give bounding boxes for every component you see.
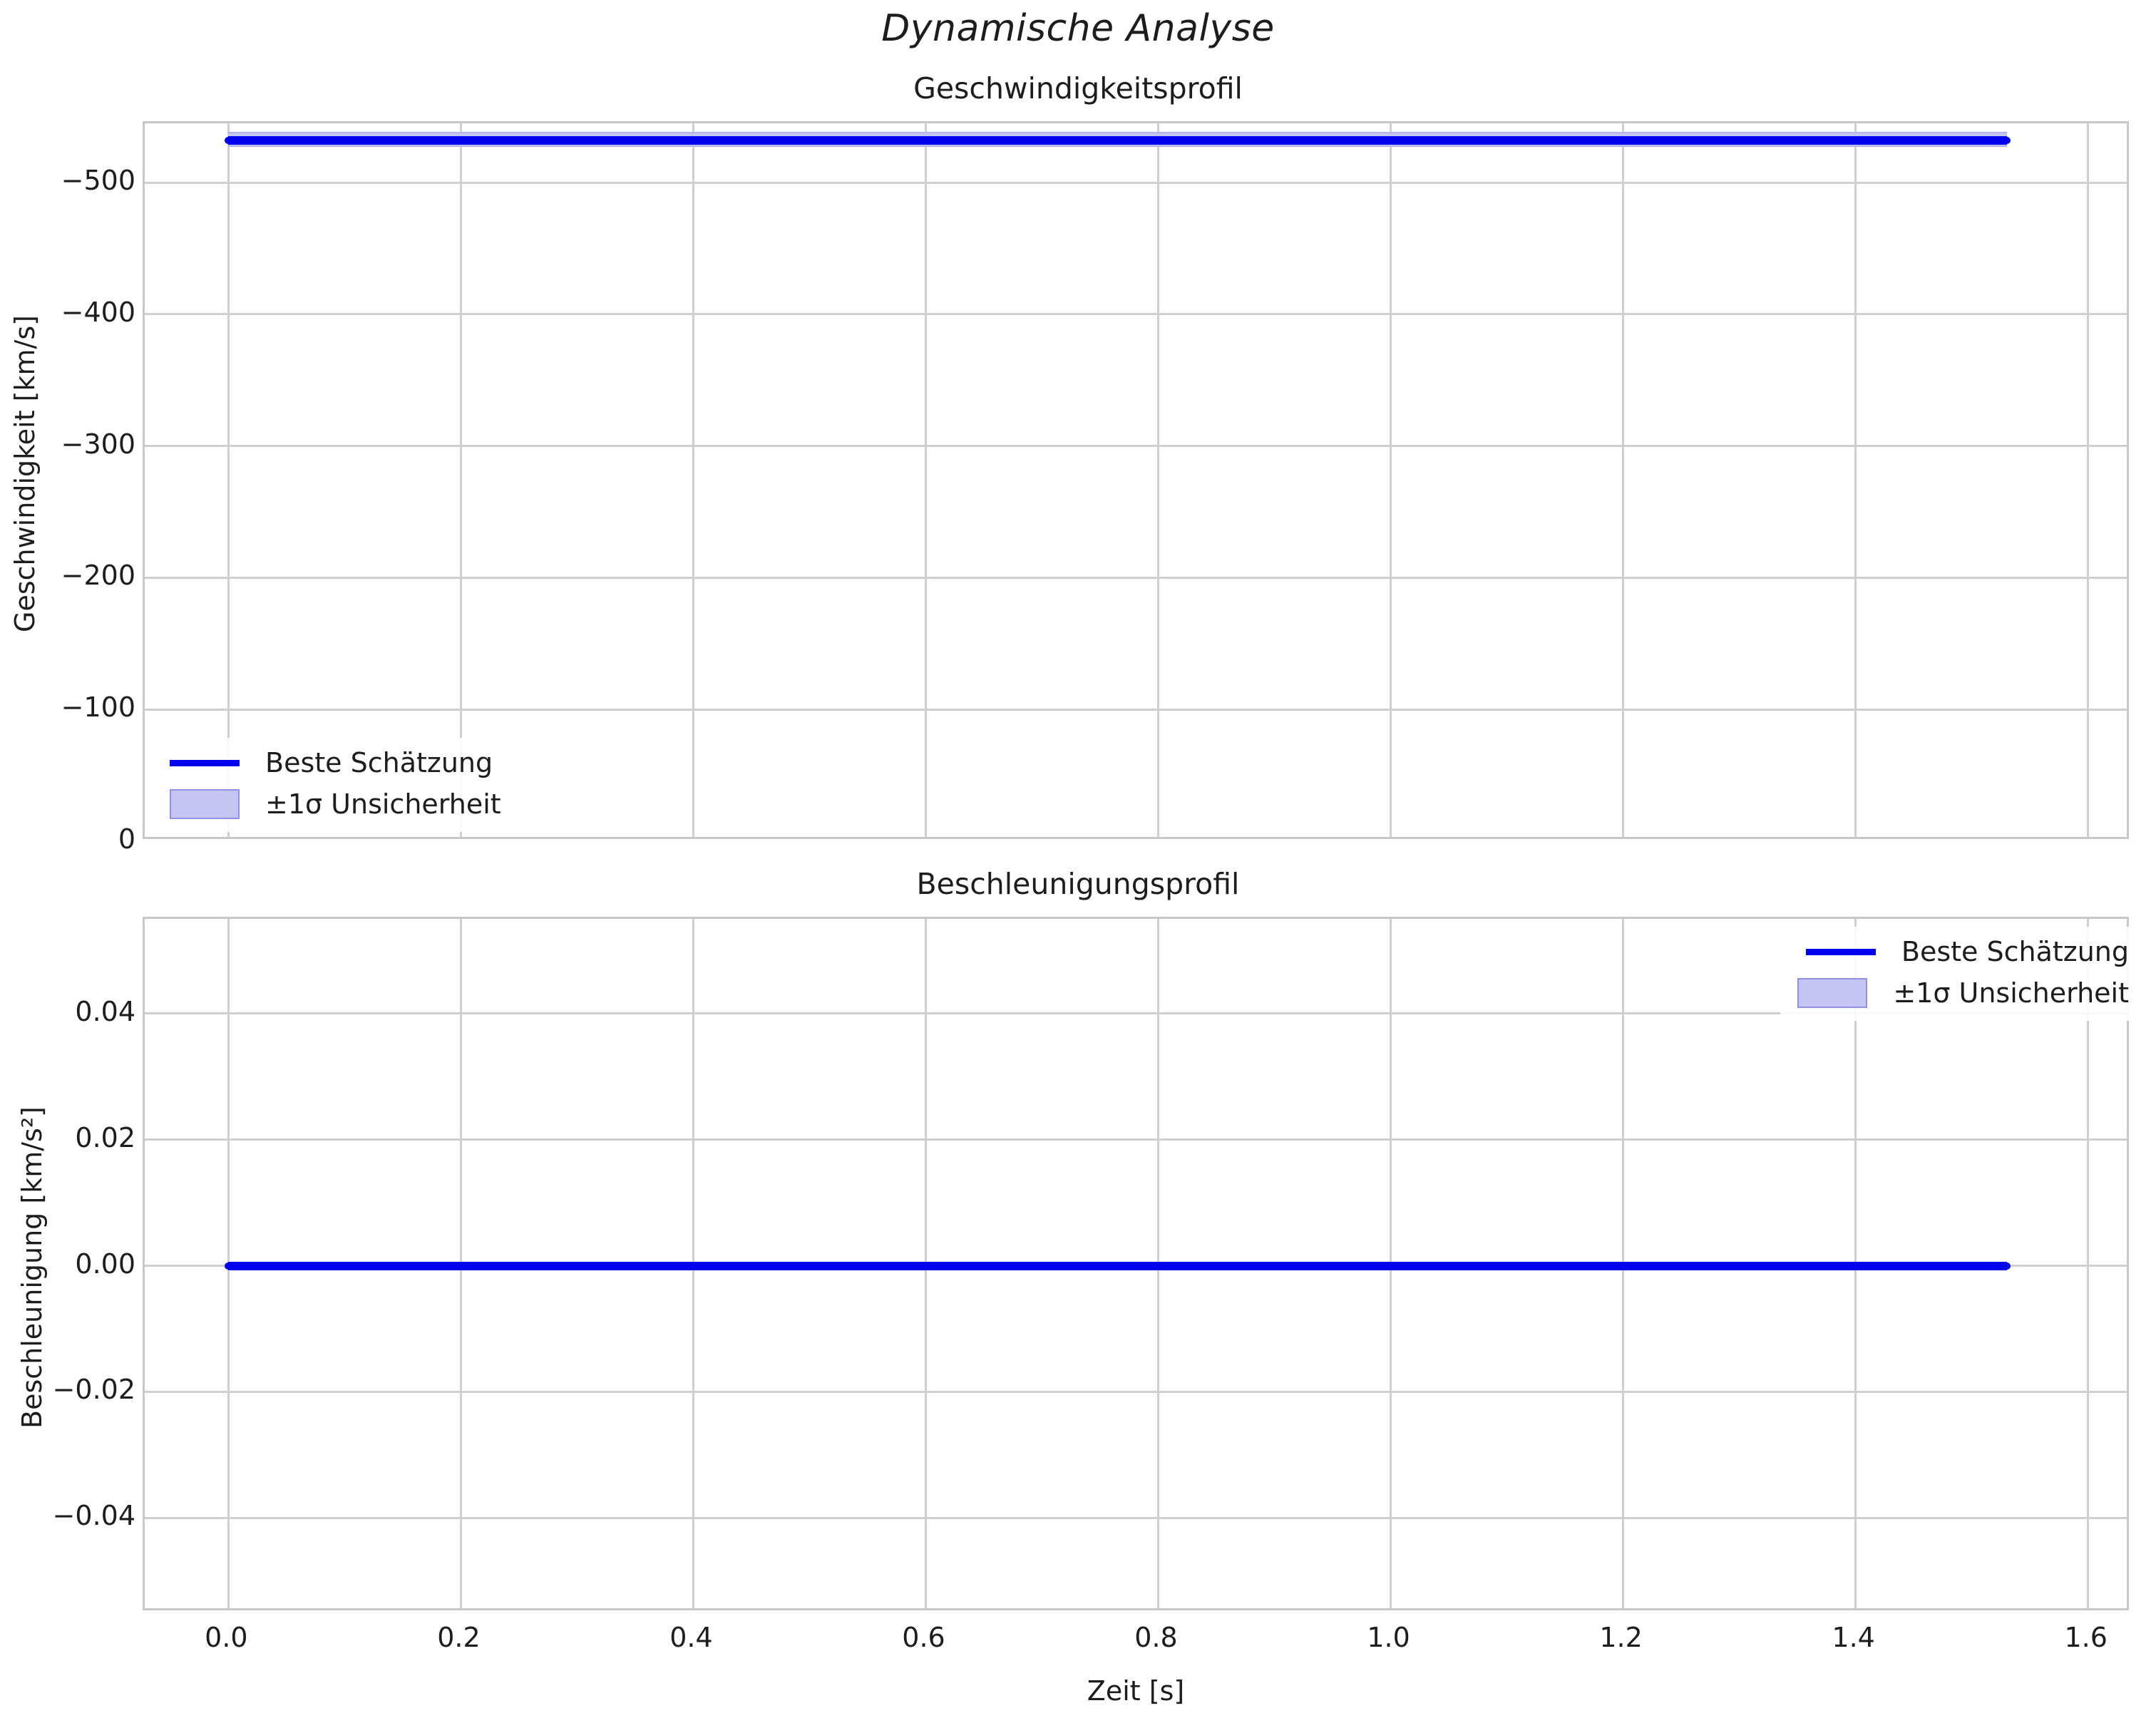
legend-row-uncertainty: ±1σ Unsicherheit xyxy=(163,783,501,825)
acceleration-legend: Beste Schätzung ±1σ Unsicherheit xyxy=(1780,927,2139,1021)
x-tick-label: 0.0 xyxy=(205,1622,248,1653)
gridline-vertical xyxy=(2087,123,2090,837)
gridline-horizontal xyxy=(145,1012,2127,1015)
line-endpoint-marker xyxy=(2003,137,2011,145)
gridline-vertical xyxy=(1622,123,1625,837)
y-tick-label: 0.04 xyxy=(75,995,135,1027)
legend-row-best-estimate: Beste Schätzung xyxy=(1790,931,2129,972)
x-tick-label: 0.2 xyxy=(437,1622,481,1653)
x-axis-label: Zeit [s] xyxy=(1087,1675,1185,1707)
x-tick-label: 1.0 xyxy=(1367,1622,1410,1653)
gridline-horizontal xyxy=(145,1138,2127,1141)
gridline-horizontal xyxy=(145,313,2127,316)
acceleration-axis-label: Beschleunigung [km/s²] xyxy=(16,1106,48,1429)
y-tick-label: −500 xyxy=(61,165,135,197)
y-tick-label: −200 xyxy=(61,560,135,592)
gridline-vertical xyxy=(1157,123,1160,837)
legend-label-best-estimate: Beste Schätzung xyxy=(265,747,493,778)
x-tick-label: 0.4 xyxy=(669,1622,713,1653)
legend-label-uncertainty: ±1σ Unsicherheit xyxy=(1893,977,2129,1009)
y-tick-label: 0 xyxy=(118,823,135,855)
velocity-subplot-title: Geschwindigkeitsprofil xyxy=(913,71,1243,106)
line-endpoint-marker xyxy=(225,137,232,145)
y-tick-label: 0.00 xyxy=(75,1248,135,1280)
gridline-horizontal xyxy=(145,1516,2127,1519)
legend-row-best-estimate: Beste Schätzung xyxy=(163,742,501,783)
acceleration-subplot-title: Beschleunigungsprofil xyxy=(916,867,1240,901)
x-tick-label: 1.2 xyxy=(1599,1622,1643,1653)
figure-suptitle: Dynamische Analyse xyxy=(881,7,1275,50)
gridline-horizontal xyxy=(145,708,2127,711)
line-swatch-icon xyxy=(163,759,247,766)
acceleration-plot-area xyxy=(145,919,2127,1608)
gridline-vertical xyxy=(924,123,927,837)
x-tick-label: 0.8 xyxy=(1134,1622,1178,1653)
y-tick-label: −100 xyxy=(61,691,135,724)
line-endpoint-marker xyxy=(2003,1262,2011,1270)
velocity-ytick-labels: −500 −400 −300 −200 −100 0 xyxy=(10,121,135,855)
velocity-plot-area xyxy=(145,123,2127,837)
velocity-axis-label: Geschwindigkeit [km/s] xyxy=(9,315,41,632)
y-tick-label: −0.02 xyxy=(52,1374,135,1406)
gridline-vertical xyxy=(692,123,694,837)
y-tick-label: 0.02 xyxy=(75,1121,135,1153)
legend-label-uncertainty: ±1σ Unsicherheit xyxy=(265,788,501,820)
y-tick-label: −400 xyxy=(61,296,135,328)
gridline-vertical xyxy=(1390,123,1392,837)
gridline-horizontal xyxy=(145,576,2127,579)
x-tick-label: 0.6 xyxy=(902,1622,945,1653)
line-endpoint-marker xyxy=(225,1262,232,1270)
legend-label-best-estimate: Beste Schätzung xyxy=(1901,936,2129,967)
best-estimate-line xyxy=(228,1261,2007,1270)
gridline-horizontal xyxy=(145,1390,2127,1393)
x-tick-label: 1.4 xyxy=(1832,1622,1875,1653)
legend-row-uncertainty: ±1σ Unsicherheit xyxy=(1790,972,2129,1014)
line-swatch-icon xyxy=(1799,948,1883,955)
gridline-vertical xyxy=(2087,919,2090,1608)
acceleration-axes xyxy=(143,917,2129,1610)
best-estimate-line xyxy=(228,136,2007,145)
gridline-vertical xyxy=(227,123,230,837)
gridline-horizontal xyxy=(145,181,2127,184)
band-swatch-icon xyxy=(1790,978,1874,1008)
gridline-vertical xyxy=(459,123,462,837)
y-tick-label: −300 xyxy=(61,428,135,460)
velocity-axes xyxy=(143,121,2129,839)
band-swatch-icon xyxy=(163,789,247,819)
gridline-vertical xyxy=(1854,123,1857,837)
y-tick-label: −0.04 xyxy=(52,1500,135,1532)
gridline-horizontal xyxy=(145,445,2127,448)
acceleration-ytick-labels: 0.04 0.02 0.00 −0.02 −0.04 xyxy=(10,917,135,1610)
x-tick-label: 1.6 xyxy=(2064,1622,2108,1653)
velocity-legend: Beste Schätzung ±1σ Unsicherheit xyxy=(153,738,511,832)
